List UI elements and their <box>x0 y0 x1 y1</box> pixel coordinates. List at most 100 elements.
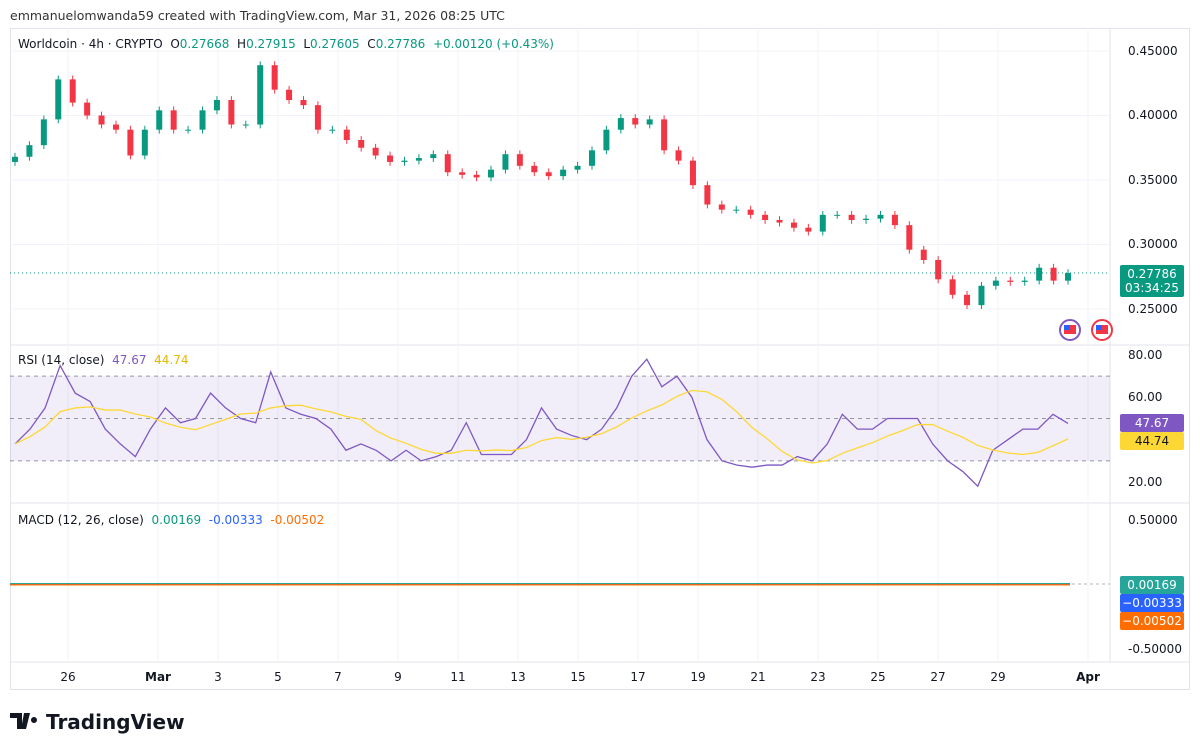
macd-line-tag: −0.00333 <box>1120 594 1184 612</box>
candle <box>776 219 783 223</box>
candle <box>314 105 321 130</box>
close-value: 0.27786 <box>375 37 426 51</box>
symbol-name[interactable]: Worldcoin · 4h · CRYPTO <box>18 37 163 51</box>
price-tick: 0.40000 <box>1128 108 1178 122</box>
candle <box>560 169 567 177</box>
chart-frame[interactable] <box>10 28 1190 690</box>
price-tick: 0.45000 <box>1128 44 1178 58</box>
open-label: O <box>170 37 180 51</box>
macd-hist-tag: 0.00169 <box>1120 576 1184 594</box>
candle <box>98 115 105 125</box>
candle <box>790 222 797 228</box>
candle <box>141 129 148 156</box>
candle <box>286 89 293 101</box>
candle <box>762 214 769 220</box>
candle <box>69 79 76 103</box>
time-tick: 17 <box>630 670 646 684</box>
rsi-value-tag: 47.67 <box>1120 414 1184 432</box>
open-value: 0.27668 <box>179 37 230 51</box>
candle <box>848 214 855 220</box>
candle <box>877 214 884 219</box>
macd-signal-tag: −0.00502 <box>1120 612 1184 630</box>
candle <box>12 156 18 162</box>
candle <box>603 129 610 151</box>
candle <box>574 165 581 170</box>
candle <box>343 129 350 141</box>
candle <box>387 155 394 162</box>
candle <box>588 150 595 166</box>
rsi-band <box>10 376 1110 461</box>
candle <box>1050 267 1057 281</box>
rsi-tick: 60.00 <box>1128 390 1163 404</box>
candle <box>617 118 624 130</box>
time-tick: Apr <box>1076 670 1100 684</box>
time-tick: 3 <box>214 670 222 684</box>
symbol-legend: Worldcoin · 4h · CRYPTO O0.27668 H0.2791… <box>18 37 554 51</box>
us-flag-event-icon <box>1096 325 1102 330</box>
tradingview-logo[interactable]: TradingView <box>10 710 185 734</box>
time-tick: 27 <box>930 670 946 684</box>
candle <box>213 100 220 111</box>
candle <box>156 110 163 130</box>
rsi-line <box>14 358 1069 488</box>
macd-hist-legend: 0.00169 <box>151 513 202 527</box>
candle <box>40 119 47 146</box>
tv-logo-icon <box>10 713 38 729</box>
time-tick: 26 <box>60 670 76 684</box>
candle <box>646 119 653 125</box>
rsi-ma-tag: 44.74 <box>1120 432 1184 450</box>
macd-tick: 0.50000 <box>1128 513 1178 527</box>
candle <box>805 227 812 232</box>
candle <box>112 124 119 130</box>
candle <box>199 110 206 130</box>
high-label: H <box>237 37 247 51</box>
candle <box>992 280 999 286</box>
price-tick: 0.25000 <box>1128 302 1178 316</box>
candle <box>401 160 408 162</box>
candle <box>516 154 523 166</box>
bar-countdown: 03:34:25 <box>1125 281 1179 295</box>
candle <box>906 225 913 250</box>
rsi-tick: 20.00 <box>1128 475 1163 489</box>
candle <box>1021 280 1028 282</box>
candle <box>430 154 437 159</box>
price-tick: 0.35000 <box>1128 173 1178 187</box>
candle <box>1065 273 1071 281</box>
candle <box>747 209 754 215</box>
macd-label[interactable]: MACD (12, 26, close) <box>18 513 144 527</box>
logo-text: TradingView <box>46 710 185 734</box>
candle <box>978 285 985 306</box>
candle <box>531 165 538 173</box>
candle <box>704 185 711 205</box>
candle <box>127 129 134 156</box>
macd-legend: MACD (12, 26, close) 0.00169 -0.00333 -0… <box>18 513 324 527</box>
rsi-value: 47.67 <box>112 353 147 367</box>
candle <box>689 160 696 186</box>
candle <box>185 129 192 131</box>
candle <box>1036 267 1043 281</box>
change-value: +0.00120 (+0.43%) <box>432 37 554 51</box>
time-tick: 9 <box>394 670 402 684</box>
candle <box>964 294 971 306</box>
price-tick: 0.30000 <box>1128 237 1178 251</box>
macd-tick: -0.50000 <box>1128 642 1182 656</box>
candle <box>271 65 278 90</box>
low-label: L <box>303 37 311 51</box>
candle <box>300 100 307 106</box>
candle <box>444 154 451 173</box>
time-tick: 11 <box>450 670 466 684</box>
low-value: 0.27605 <box>310 37 360 51</box>
rsi-tick: 80.00 <box>1128 348 1163 362</box>
candle <box>170 110 177 130</box>
rsi-ma-line <box>14 389 1069 464</box>
candle <box>545 172 552 177</box>
us-flag-event-icon <box>1064 325 1070 330</box>
last-price: 0.27786 <box>1127 267 1177 281</box>
rsi-label[interactable]: RSI (14, close) <box>18 353 105 367</box>
candle <box>718 204 725 210</box>
candle <box>675 150 682 161</box>
time-tick: 7 <box>334 670 342 684</box>
time-tick: 15 <box>570 670 586 684</box>
candle <box>55 79 62 120</box>
